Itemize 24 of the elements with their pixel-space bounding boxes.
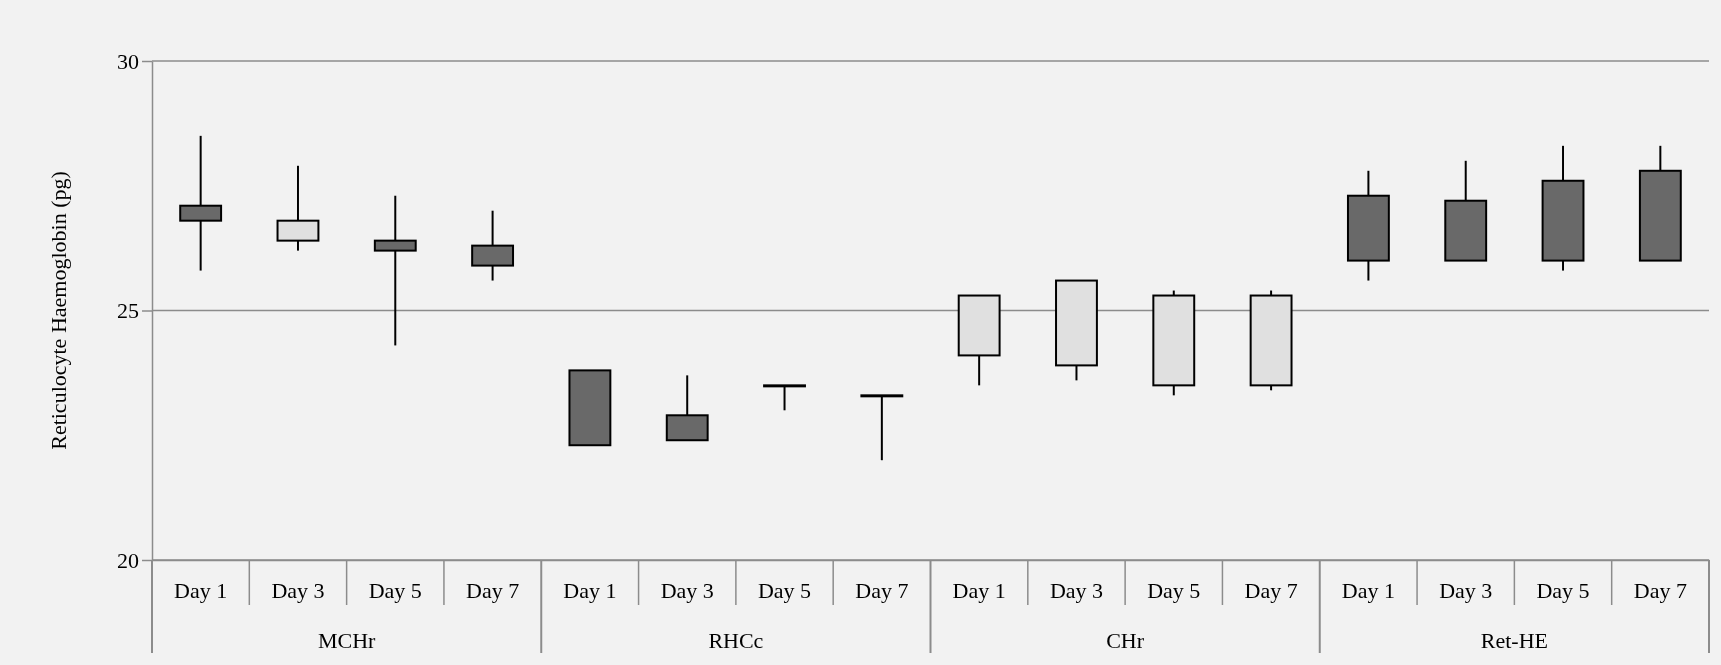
text: Ret-HE bbox=[1480, 628, 1548, 653]
y-tick-label: 20 bbox=[117, 547, 139, 573]
x-tick-label: Day 5 bbox=[757, 577, 812, 603]
x-tick-label: Day 1 bbox=[174, 577, 228, 603]
x-tick-label: Day 3 bbox=[1049, 577, 1104, 603]
text: MCHr bbox=[317, 628, 377, 653]
x-tick-label: Day 5 bbox=[1536, 577, 1590, 603]
x-tick-label: Day 5 bbox=[1147, 577, 1201, 603]
x-tick-label: Day 3 bbox=[660, 577, 714, 603]
y-tick-label: 25 bbox=[117, 298, 139, 324]
x-tick-label: Day 7 bbox=[855, 577, 909, 603]
x-tick-label: Day 1 bbox=[1341, 577, 1395, 603]
x-tick-label: Day 3 bbox=[271, 577, 325, 603]
x-tick-label: Day 1 bbox=[952, 577, 1006, 603]
x-tick-label: Day 5 bbox=[368, 577, 422, 603]
x-tick-label: Day 1 bbox=[563, 577, 617, 603]
x-tick-label: Day 3 bbox=[1439, 577, 1493, 603]
text: CHr bbox=[1106, 628, 1145, 653]
x-tick-label: Day 7 bbox=[466, 577, 520, 603]
x-tick-label: Day 7 bbox=[1633, 577, 1687, 603]
x-tick-label: Day 7 bbox=[1244, 577, 1298, 603]
y-tick-label: 30 bbox=[117, 48, 139, 74]
y-axis-title: Reticulocyte Haemoglobin (pg) bbox=[46, 171, 71, 450]
text: RHCc bbox=[708, 628, 764, 653]
